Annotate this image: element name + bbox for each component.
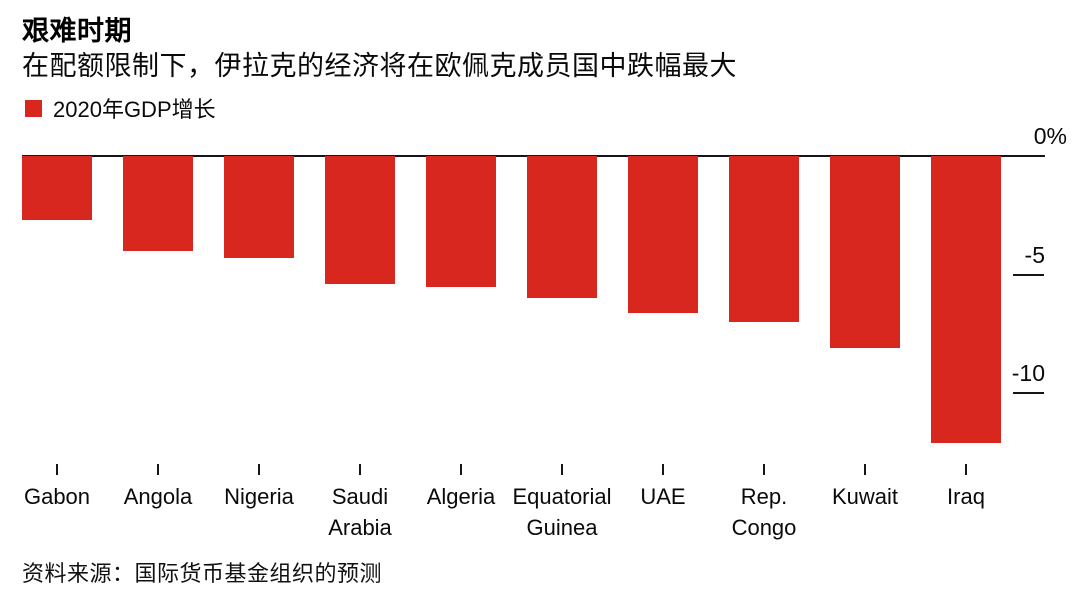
bar-kuwait [830, 156, 900, 348]
x-tick-kuwait [864, 464, 866, 475]
legend-swatch-icon [25, 99, 42, 117]
bar-angola [123, 156, 193, 251]
x-tick-saudi-arabia [359, 464, 361, 475]
x-label-nigeria: Nigeria [224, 484, 294, 509]
legend: 2020年GDP增长 [25, 92, 216, 124]
x-tick-nigeria [258, 464, 260, 475]
x-tick-uae [662, 464, 664, 475]
source-note: 资料来源：国际货币基金组织的预测 [22, 561, 383, 586]
x-label-algeria: Algeria [426, 484, 496, 509]
legend-label: 2020年GDP增长 [53, 97, 216, 122]
x-label-rep-congo: Rep. Congo [731, 484, 797, 540]
bar-iraq [931, 156, 1001, 443]
x-label-iraq: Iraq [947, 484, 985, 509]
bar-equatorial-guinea [527, 156, 597, 298]
x-label-angola: Angola [123, 484, 193, 509]
x-tick-rep-congo [763, 464, 765, 475]
y-label-0: 0% [1033, 123, 1067, 149]
bar-rep-congo [729, 156, 799, 322]
x-label-gabon: Gabon [23, 484, 91, 509]
y-label-5: -5 [1024, 242, 1045, 268]
y-tick-10 [1013, 392, 1044, 394]
x-label-equatorial-guinea: Equatorial Guinea [512, 484, 612, 540]
chart-subtitle: 在配额限制下，伊拉克的经济将在欧佩克成员国中跌幅最大 [22, 51, 737, 81]
x-label-uae: UAE [640, 484, 686, 509]
y-tick-5 [1013, 274, 1044, 276]
bar-uae [628, 156, 698, 313]
chart-title: 艰难时期 [22, 16, 132, 46]
bar-gabon [22, 156, 92, 220]
x-tick-angola [157, 464, 159, 475]
bar-algeria [426, 156, 496, 287]
bar-saudi-arabia [325, 156, 395, 284]
x-tick-iraq [965, 464, 967, 475]
x-label-kuwait: Kuwait [831, 484, 899, 509]
x-tick-algeria [460, 464, 462, 475]
y-label-10: -10 [1011, 360, 1045, 386]
x-label-saudi-arabia: Saudi Arabia [328, 484, 392, 540]
x-tick-equatorial-guinea [561, 464, 563, 475]
x-tick-gabon [56, 464, 58, 475]
bar-nigeria [224, 156, 294, 258]
